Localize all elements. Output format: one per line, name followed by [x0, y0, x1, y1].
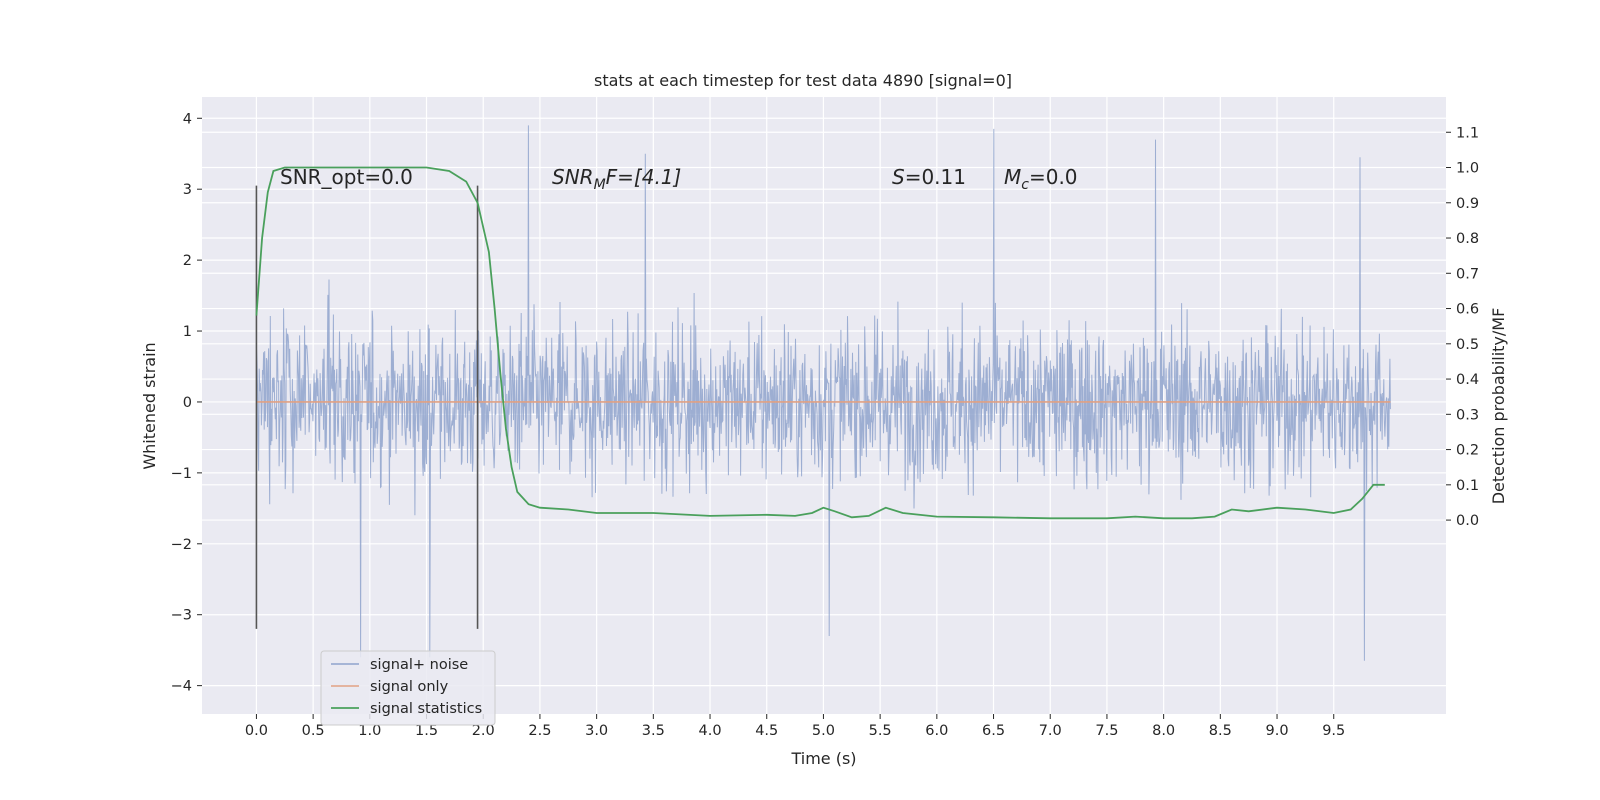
x-tick-label: 6.5	[982, 723, 1005, 739]
y-right-tick-label: 0.5	[1456, 337, 1479, 353]
y-right-tick-label: 0.6	[1456, 302, 1479, 318]
y-tick-label: 1	[183, 324, 192, 340]
snr-mf-base: SNR	[552, 165, 594, 189]
x-tick-label: 0.0	[245, 723, 268, 739]
y-tick-label: −2	[171, 537, 192, 553]
x-tick-label: 3.5	[642, 723, 665, 739]
x-tick-label: 1.5	[415, 723, 438, 739]
x-axis-ticks: 0.0 0.5 1.0 1.5 2.0 2.5 3.0 3.5 4.0 4.5 5.0 5.5 6.0 6…	[245, 714, 1345, 739]
signal-statistics-series	[255, 166, 1385, 520]
y-right-tick-label: 1.0	[1456, 161, 1479, 177]
x-tick-label: 8.0	[1152, 723, 1175, 739]
signal-noise-series	[255, 125, 1391, 661]
x-tick-label: 1.0	[358, 723, 381, 739]
x-tick-label: 5.0	[812, 723, 835, 739]
mc-base: M	[1004, 165, 1021, 189]
s-label: S	[892, 165, 905, 189]
s-annotation: S=0.11	[892, 165, 966, 189]
x-tick-label: 8.5	[1209, 723, 1232, 739]
x-axis-label: Time (s)	[790, 749, 856, 768]
y-axis-ticks: −4 −3 −2 −1 0 1 2 3 4	[171, 111, 202, 695]
x-tick-label: 7.0	[1039, 723, 1062, 739]
vertical-markers	[255, 185, 479, 629]
y-right-tick-label: 0.0	[1456, 513, 1479, 529]
noise-trace	[255, 125, 1391, 661]
y-right-axis-label: Detection probability/MF	[1489, 308, 1508, 505]
y-tick-label: −4	[171, 679, 192, 695]
s-value: =0.11	[905, 165, 966, 189]
y-tick-label: 0	[183, 395, 192, 411]
snr-mf-rest: F=[4.1]	[606, 165, 682, 189]
mc-sub: c	[1021, 177, 1029, 193]
y-axis-label: Whitened strain	[140, 342, 159, 469]
x-tick-label: 3.0	[585, 723, 608, 739]
y-tick-label: −3	[171, 608, 192, 624]
snr-opt-annotation: SNR_opt=0.0	[280, 165, 413, 189]
chart-title: stats at each timestep for test data 489…	[594, 71, 1012, 90]
snr-mf-annotation: SNRMF=[4.1]	[552, 165, 681, 193]
mc-annotation: Mc=0.0	[1004, 165, 1078, 193]
y-right-tick-label: 0.8	[1456, 231, 1479, 247]
legend-label-noise: signal+ noise	[370, 657, 468, 673]
y-tick-label: 2	[183, 253, 192, 269]
x-tick-label: 2.0	[472, 723, 495, 739]
legend-box	[320, 650, 496, 726]
snr-mf-sub: M	[594, 177, 606, 193]
y-tick-label: −1	[171, 466, 192, 482]
x-tick-label: 4.0	[699, 723, 722, 739]
legend: signal+ noise signal only signal statist…	[320, 650, 496, 726]
y-right-tick-label: 0.7	[1456, 266, 1479, 282]
y-right-axis-ticks: 0.0 0.1 0.2 0.3 0.4 0.5 0.6 0.7 0.8 0.9 1.0 1.1	[1446, 125, 1479, 529]
y-right-tick-label: 0.1	[1456, 478, 1479, 494]
x-tick-label: 4.5	[755, 723, 778, 739]
x-tick-label: 5.5	[869, 723, 892, 739]
legend-label-signal-only: signal only	[370, 679, 449, 695]
y-right-tick-label: 0.9	[1456, 196, 1479, 212]
legend-label-signal-statistics: signal statistics	[370, 701, 482, 717]
x-tick-label: 9.5	[1322, 723, 1345, 739]
y-tick-label: 3	[183, 182, 192, 198]
x-tick-label: 7.5	[1095, 723, 1118, 739]
y-right-tick-label: 0.3	[1456, 407, 1479, 423]
x-tick-label: 9.0	[1266, 723, 1289, 739]
y-right-tick-label: 1.1	[1456, 125, 1479, 141]
x-tick-label: 2.5	[528, 723, 551, 739]
x-tick-label: 0.5	[302, 723, 325, 739]
x-tick-label: 6.0	[925, 723, 948, 739]
y-right-tick-label: 0.2	[1456, 443, 1479, 459]
y-right-tick-label: 0.4	[1456, 372, 1479, 388]
y-tick-label: 4	[183, 111, 192, 127]
mc-value: =0.0	[1029, 165, 1078, 189]
